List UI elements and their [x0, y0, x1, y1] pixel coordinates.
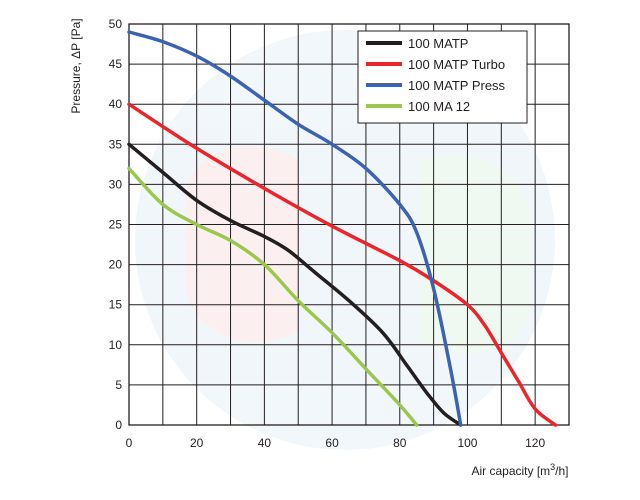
legend-label-100-ma-12: 100 MA 12 [408, 99, 470, 114]
y-tick-label: 10 [109, 338, 123, 352]
y-axis-title: Pressure, ΔP [Pa] [69, 18, 83, 113]
y-tick-label: 50 [109, 17, 123, 31]
legend-label-100-matp-press: 100 MATP Press [408, 78, 506, 93]
x-tick-label: 120 [525, 436, 545, 450]
y-tick-label: 0 [115, 418, 122, 432]
x-tick-label: 0 [126, 436, 133, 450]
y-tick-label: 35 [109, 137, 123, 151]
x-axis-title-superscript: 3 [550, 462, 555, 472]
x-tick-label: 60 [325, 436, 339, 450]
y-axis-tick-labels: 0 5 10 15 20 25 30 35 40 45 50 [109, 17, 123, 432]
series-line-100-matp-press [127, 30, 463, 427]
legend-label-100-matp: 100 MATP [408, 36, 468, 51]
series-line-100-matp-turbo [127, 102, 558, 427]
series-lines [127, 30, 558, 427]
x-axis-title: Air capacity [m3/h] [471, 462, 568, 478]
legend-label-100-matp-turbo: 100 MATP Turbo [408, 57, 505, 72]
y-tick-label: 30 [109, 177, 123, 191]
x-tick-label: 100 [457, 436, 477, 450]
legend: 100 MATP 100 MATP Turbo 100 MATP Press 1… [357, 30, 528, 124]
y-tick-label: 15 [109, 298, 123, 312]
x-tick-label: 80 [393, 436, 407, 450]
x-axis-title-tail: /h] [555, 464, 568, 478]
plot-frame [128, 23, 570, 426]
x-tick-label: 20 [190, 436, 204, 450]
y-tick-label: 45 [109, 57, 123, 71]
x-axis-title-main: Air capacity [m [471, 464, 550, 478]
series-line-100-ma-12 [127, 166, 419, 427]
series-line-100-matp [127, 142, 463, 427]
x-tick-label: 40 [258, 436, 272, 450]
x-axis-tick-labels: 0 20 40 60 80 100 120 [126, 436, 546, 450]
plot-border [128, 23, 570, 426]
y-tick-label: 25 [109, 218, 123, 232]
y-tick-label: 40 [109, 97, 123, 111]
y-tick-label: 20 [109, 258, 123, 272]
y-tick-label: 5 [115, 378, 122, 392]
